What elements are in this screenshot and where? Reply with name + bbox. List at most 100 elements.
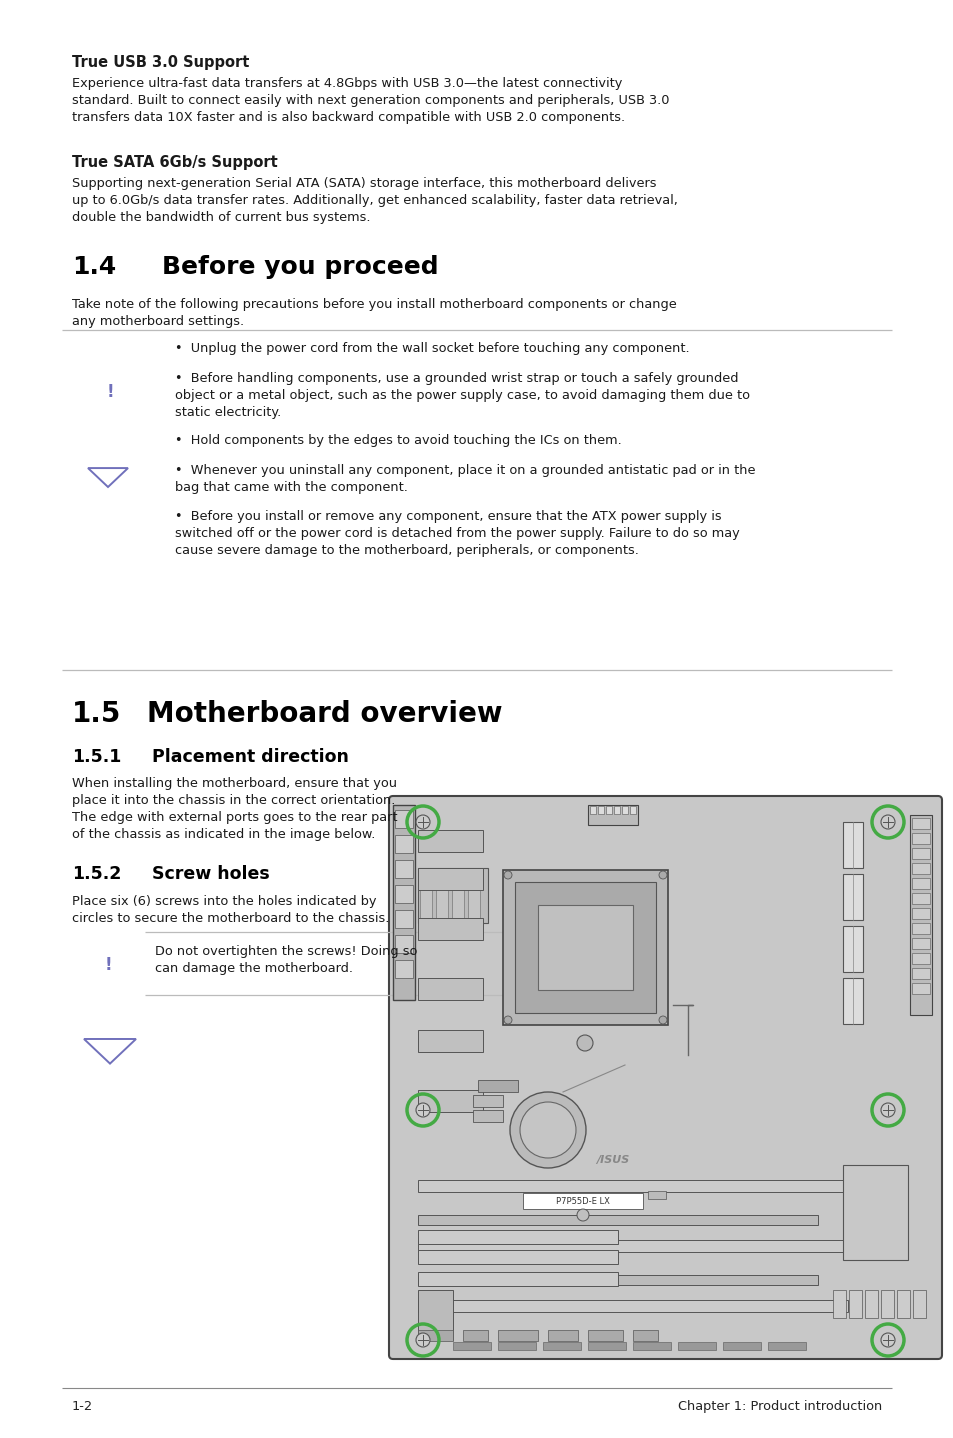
Bar (864, 1290, 877, 1319)
Bar (633, 1342, 670, 1350)
Text: •  Unplug the power cord from the wall socket before touching any component.: • Unplug the power cord from the wall so… (174, 342, 689, 355)
Bar (417, 1250, 618, 1264)
Bar (912, 1290, 925, 1319)
Text: /ISUS: /ISUS (596, 1155, 629, 1165)
Bar (522, 1194, 642, 1209)
Bar (587, 1342, 625, 1350)
Text: Before you proceed: Before you proceed (162, 255, 438, 279)
Bar (911, 818, 929, 828)
Bar (842, 823, 862, 869)
Bar (587, 805, 638, 825)
Bar (477, 1080, 517, 1091)
Bar (417, 917, 482, 940)
Text: P7P55D-E LX: P7P55D-E LX (556, 1196, 609, 1205)
Bar (621, 807, 627, 814)
Bar (589, 807, 596, 814)
Bar (911, 923, 929, 935)
Bar (547, 1330, 578, 1342)
Bar (629, 807, 636, 814)
Text: 1.5.1: 1.5.1 (71, 748, 121, 766)
Circle shape (659, 871, 666, 879)
Circle shape (880, 1333, 894, 1347)
Bar (647, 1191, 665, 1199)
Bar (911, 953, 929, 963)
Text: Supporting next-generation Serial ATA (SATA) storage interface, this motherboard: Supporting next-generation Serial ATA (S… (71, 177, 678, 224)
FancyBboxPatch shape (389, 797, 941, 1359)
Bar (911, 833, 929, 844)
Bar (911, 879, 929, 889)
Bar (537, 905, 633, 989)
Bar (395, 935, 413, 953)
Bar (542, 1342, 580, 1350)
Bar (468, 870, 479, 920)
Text: !: ! (104, 956, 112, 974)
Bar (842, 978, 862, 1024)
Bar (842, 926, 862, 972)
Bar (417, 1229, 618, 1244)
Bar (911, 893, 929, 905)
Circle shape (659, 1017, 666, 1024)
Text: 1.4: 1.4 (71, 255, 116, 279)
Bar (911, 848, 929, 858)
Bar (417, 1273, 618, 1286)
Bar (911, 984, 929, 994)
Circle shape (503, 871, 512, 879)
Bar (911, 938, 929, 949)
Bar (842, 874, 862, 920)
Bar (417, 1030, 482, 1053)
Bar (911, 863, 929, 874)
Bar (587, 1330, 622, 1342)
Text: •  Before you install or remove any component, ensure that the ATX power supply : • Before you install or remove any compo… (174, 510, 739, 557)
Circle shape (416, 1103, 430, 1117)
Bar (842, 1165, 907, 1260)
Text: Place six (6) screws into the holes indicated by
circles to secure the motherboa: Place six (6) screws into the holes indi… (71, 894, 389, 925)
Bar (848, 1290, 862, 1319)
Circle shape (880, 1103, 894, 1117)
Bar (832, 1290, 845, 1319)
Bar (395, 860, 413, 879)
Bar (417, 1181, 847, 1192)
Circle shape (519, 1102, 576, 1158)
Bar (417, 869, 482, 890)
Bar (393, 805, 415, 999)
Bar (911, 968, 929, 979)
Bar (605, 807, 612, 814)
Text: Do not overtighten the screws! Doing so
can damage the motherboard.: Do not overtighten the screws! Doing so … (154, 945, 417, 975)
Text: When installing the motherboard, ensure that you
place it into the chassis in th: When installing the motherboard, ensure … (71, 777, 397, 841)
Text: •  Whenever you uninstall any component, place it on a grounded antistatic pad o: • Whenever you uninstall any component, … (174, 464, 755, 495)
Text: Take note of the following precautions before you install motherboard components: Take note of the following precautions b… (71, 298, 676, 328)
Text: •  Hold components by the edges to avoid touching the ICs on them.: • Hold components by the edges to avoid … (174, 434, 621, 447)
Text: True USB 3.0 Support: True USB 3.0 Support (71, 55, 249, 70)
Text: True SATA 6Gb/s Support: True SATA 6Gb/s Support (71, 155, 277, 170)
Bar (395, 910, 413, 928)
Circle shape (510, 1091, 585, 1168)
Circle shape (880, 815, 894, 828)
Bar (395, 835, 413, 853)
Text: •  Before handling components, use a grounded wrist strap or touch a safely grou: • Before handling components, use a grou… (174, 372, 749, 418)
Bar (633, 1330, 658, 1342)
Bar (515, 881, 656, 1012)
Bar (614, 807, 619, 814)
Bar (419, 870, 432, 920)
Bar (417, 1276, 817, 1286)
Circle shape (577, 1035, 593, 1051)
Text: Chapter 1: Product introduction: Chapter 1: Product introduction (677, 1401, 882, 1414)
Bar (453, 1342, 491, 1350)
Bar (462, 1330, 488, 1342)
Circle shape (416, 815, 430, 828)
Bar (417, 1330, 453, 1342)
Text: 1-2: 1-2 (71, 1401, 93, 1414)
Bar (909, 815, 931, 1015)
Bar (767, 1342, 805, 1350)
Bar (678, 1342, 716, 1350)
Bar (436, 870, 448, 920)
Bar (417, 869, 488, 923)
Bar (911, 907, 929, 919)
Bar (417, 1090, 482, 1112)
Circle shape (416, 1333, 430, 1347)
Text: !: ! (106, 383, 113, 401)
Text: 1.5.2: 1.5.2 (71, 866, 121, 883)
Bar (395, 961, 413, 978)
Bar (452, 870, 463, 920)
Bar (417, 1240, 847, 1252)
